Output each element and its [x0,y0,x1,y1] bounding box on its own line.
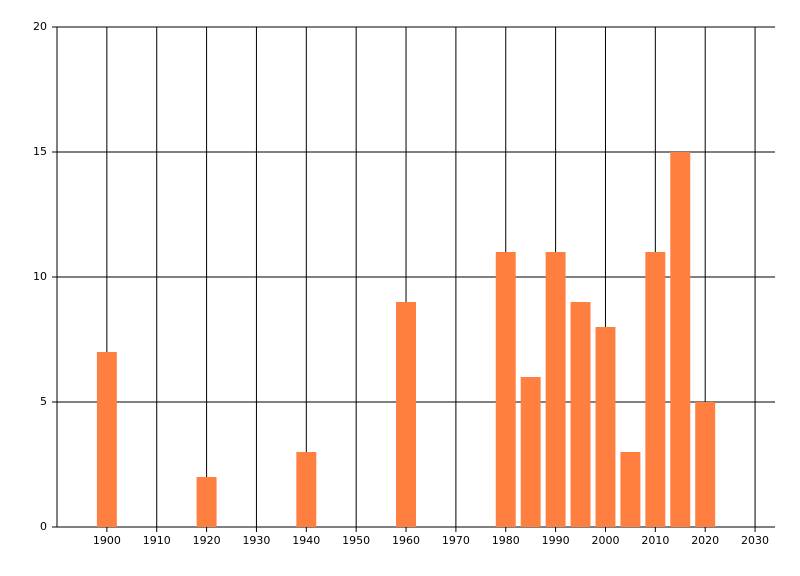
bar [595,327,616,527]
x-tick-label: 1950 [342,534,370,547]
bar [396,302,416,527]
bar [670,152,691,527]
y-tick-label: 15 [33,145,47,158]
x-tick-label: 2030 [741,534,769,547]
bar [545,252,566,527]
x-tick-label: 1970 [442,534,470,547]
bar [695,402,716,527]
bar [620,452,641,527]
bar [645,252,666,527]
bar [495,252,516,527]
x-tick-label: 2020 [691,534,719,547]
x-tick-label: 2000 [591,534,619,547]
x-tick-label: 1910 [143,534,171,547]
x-tick-label: 1930 [242,534,270,547]
x-tick-label: 1900 [93,534,121,547]
x-tick-label: 1940 [292,534,320,547]
y-tick-label: 20 [33,20,47,33]
bar [296,452,317,527]
x-tick-label: 1990 [542,534,570,547]
bar [196,477,217,527]
x-tick-label: 1980 [492,534,520,547]
bar [520,377,541,527]
bar [96,352,117,527]
y-tick-label: 5 [40,395,47,408]
x-tick-label: 2010 [641,534,669,547]
y-tick-label: 0 [40,520,47,533]
x-tick-label: 1920 [193,534,221,547]
bar [570,302,591,527]
x-tick-label: 1960 [392,534,420,547]
y-tick-label: 10 [33,270,47,283]
